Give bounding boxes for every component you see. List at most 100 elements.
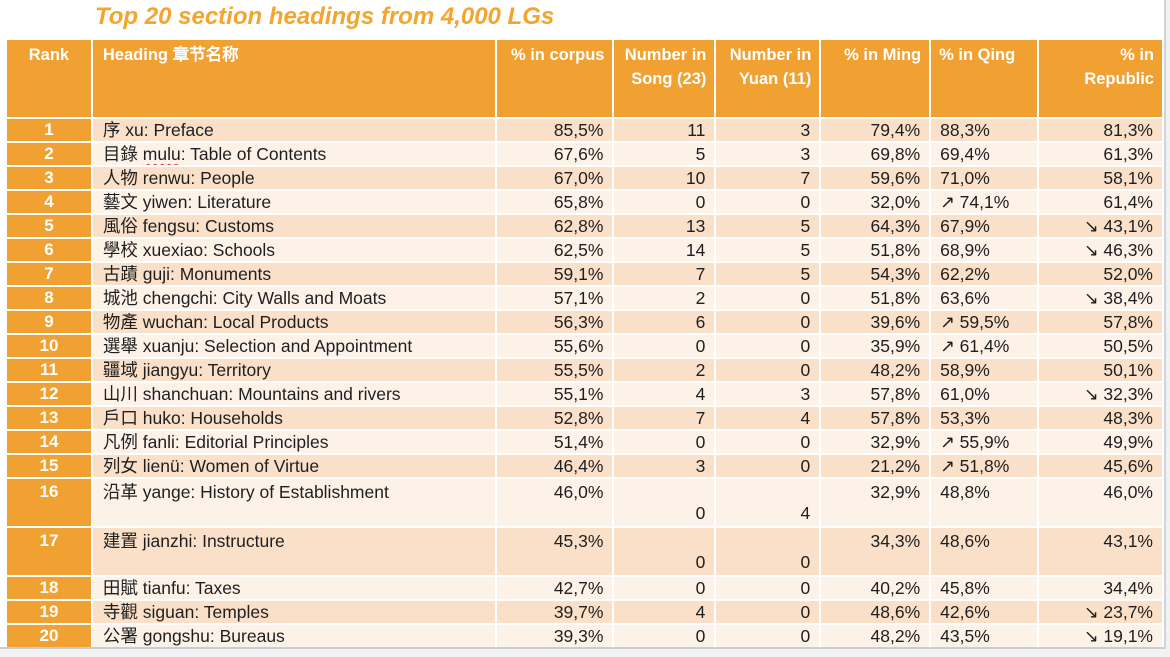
yuan-cell: 5 [716,263,820,285]
qing-cell: 63,6% [931,287,1038,309]
table-row: 18 田賦 tianfu: Taxes 42,7% 0 0 40,2% 45,8% 34,4% [7,577,1162,599]
qing-cell: 69,4% [931,143,1038,165]
rank-cell: 19 [7,601,91,623]
ming-cell: 64,3% [821,215,930,237]
yuan-cell: 0 [716,577,820,599]
ming-cell: 59,6% [821,167,930,189]
yuan-cell: 0 [716,601,820,623]
yuan-cell: 7 [716,167,820,189]
song-cell: 11 [614,119,715,141]
col-header-yuan: Number in Yuan (11) [716,40,820,117]
ming-cell: 69,8% [821,143,930,165]
corpus-cell: 46,0% [496,479,613,526]
corpus-cell: 62,5% [496,239,613,261]
republic-cell: 50,1% [1039,359,1162,381]
slide-title: Top 20 section headings from 4,000 LGs [95,3,555,30]
song-cell: 5 [614,143,715,165]
corpus-cell: 45,3% [496,528,613,575]
yuan-cell: 0 [716,431,820,453]
corpus-cell: 59,1% [496,263,613,285]
heading-cell: 古蹟 guji: Monuments [92,263,495,285]
rank-cell: 20 [7,625,91,647]
rank-cell: 3 [7,167,91,189]
yuan-cell: 0 [716,528,820,575]
heading-cell: 凡例 fanli: Editorial Principles [92,431,495,453]
table-row: 4 藝文 yiwen: Literature 65,8% 0 0 32,0% ↗ 74,1%… [7,191,1162,213]
song-cell: 4 [614,383,715,405]
table-row: 11 疆域 jiangyu: Territory 55,5% 2 0 48,2% 58,9%… [7,359,1162,381]
republic-cell: 57,8% [1039,311,1162,333]
qing-cell: ↗ 61,4% [931,335,1038,357]
qing-cell: 67,9% [931,215,1038,237]
song-cell: 0 [614,479,715,526]
rank-cell: 2 [7,143,91,165]
yuan-cell: 3 [716,383,820,405]
heading-cell: 山川 shanchuan: Mountains and rivers [92,383,495,405]
ming-cell: 34,3% [821,528,930,575]
republic-cell: ↘ 23,7% [1039,601,1162,623]
table-row: 19 寺觀 siguan: Temples 39,7% 4 0 48,6% 42,6% ↘ 2… [7,601,1162,623]
yuan-cell: 0 [716,335,820,357]
republic-cell: 50,5% [1039,335,1162,357]
rank-cell: 11 [7,359,91,381]
republic-cell: 49,9% [1039,431,1162,453]
ming-cell: 35,9% [821,335,930,357]
song-cell: 0 [614,625,715,647]
heading-cell: 風俗 fengsu: Customs [92,215,495,237]
republic-cell: ↘ 46,3% [1039,239,1162,261]
corpus-cell: 56,3% [496,311,613,333]
corpus-cell: 67,0% [496,167,613,189]
table-row: 10 選舉 xuanju: Selection and Appointment 55… [7,335,1162,357]
republic-cell: ↘ 32,3% [1039,383,1162,405]
song-cell: 2 [614,287,715,309]
top20-headings-table: Rank Heading 章节名称% in corpus Number in Son… [5,38,1164,649]
qing-cell: 62,2% [931,263,1038,285]
rank-cell: 7 [7,263,91,285]
rank-cell: 4 [7,191,91,213]
yuan-cell: 0 [716,359,820,381]
heading-cell: 列女 lienü: Women of Virtue [92,455,495,477]
ming-cell: 51,8% [821,287,930,309]
spellcheck-underline: mulu [142,143,181,164]
ming-cell: 39,6% [821,311,930,333]
corpus-cell: 62,8% [496,215,613,237]
yuan-cell: 0 [716,311,820,333]
table-row: 14 凡例 fanli: Editorial Principles 51,4% 0 0 3… [7,431,1162,453]
yuan-cell: 5 [716,215,820,237]
corpus-cell: 52,8% [496,407,613,429]
qing-cell: 71,0% [931,167,1038,189]
corpus-cell: 51,4% [496,431,613,453]
qing-cell: ↗ 51,8% [931,455,1038,477]
heading-cell: 藝文 yiwen: Literature [92,191,495,213]
republic-cell: 61,4% [1039,191,1162,213]
yuan-cell: 0 [716,625,820,647]
qing-cell: 53,3% [931,407,1038,429]
col-header-qing: % in Qing [931,40,1038,117]
ming-cell: 79,4% [821,119,930,141]
table-row: 6 學校 xuexiao: Schools 62,5% 14 5 51,8% 68,9% ↘ … [7,239,1162,261]
corpus-cell: 42,7% [496,577,613,599]
republic-cell: 43,1% [1039,528,1162,575]
ming-cell: 48,2% [821,359,930,381]
heading-cell: 疆域 jiangyu: Territory [92,359,495,381]
yuan-cell: 0 [716,287,820,309]
qing-cell: 43,5% [931,625,1038,647]
table-header: Rank Heading 章节名称% in corpus Number in Son… [7,40,1162,117]
ming-cell: 48,6% [821,601,930,623]
qing-cell: 45,8% [931,577,1038,599]
heading-cell: 人物 renwu: People [92,167,495,189]
corpus-cell: 85,5% [496,119,613,141]
corpus-cell: 57,1% [496,287,613,309]
song-cell: 0 [614,191,715,213]
rank-cell: 17 [7,528,91,575]
corpus-cell: 39,7% [496,601,613,623]
table-row: 12 山川 shanchuan: Mountains and rivers 55,1… [7,383,1162,405]
table-row: 8 城池 chengchi: City Walls and Moats 57,1% 2… [7,287,1162,309]
republic-cell: 52,0% [1039,263,1162,285]
col-header-ming: % in Ming [821,40,930,117]
table-row: 13 戶口 huko: Households 52,8% 7 4 57,8% 53,3% 48… [7,407,1162,429]
republic-cell: ↘ 38,4% [1039,287,1162,309]
col-header-republic: % in Republic [1039,40,1162,117]
